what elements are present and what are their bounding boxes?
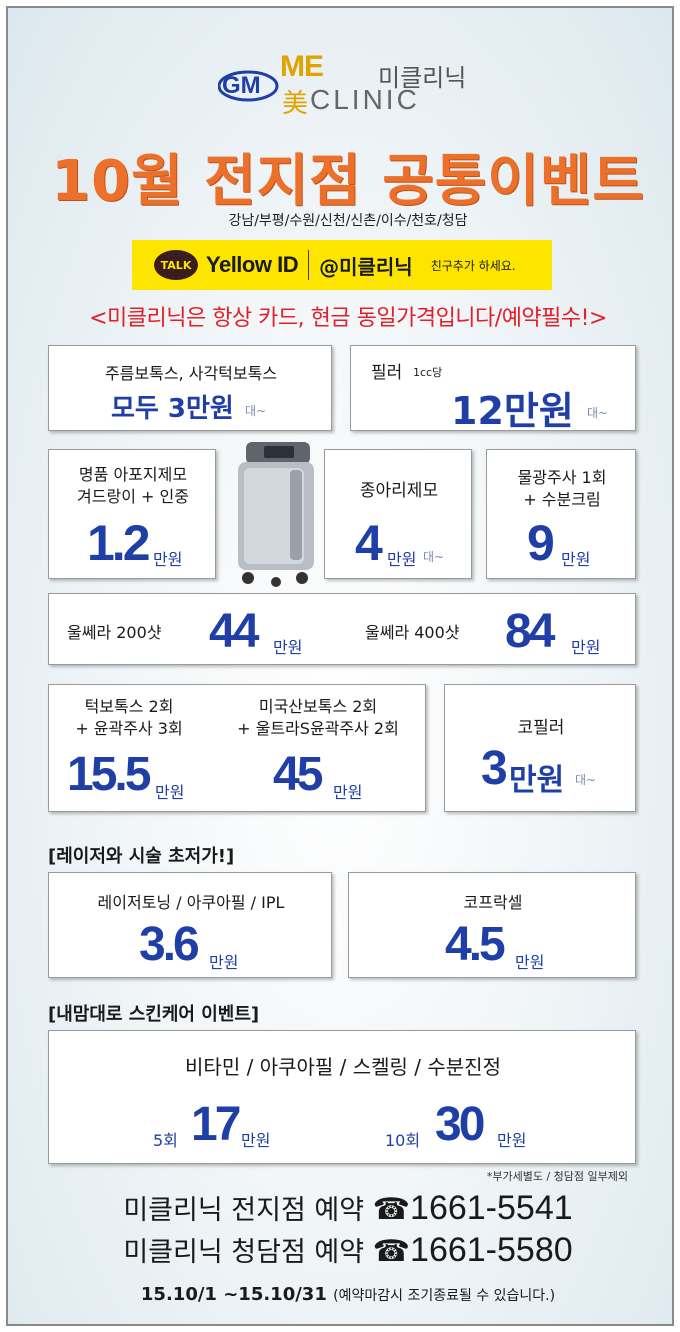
laser-toning-label: 레이저토닝 / 아쿠아필 / IPL: [97, 893, 285, 912]
nose-filler-card: 코필러 3 만원 대~: [444, 684, 636, 812]
ulthera-400-price: 84: [505, 605, 555, 658]
clinic-logo: GM ME 美 CLINIC 미클리닉: [218, 50, 478, 120]
contact-all-branches[interactable]: 미클리닉 전지점 예약 ☎1661-5541: [8, 1188, 672, 1228]
laser-section-heading: [레이저와 시술 초저가!]: [48, 846, 235, 867]
laser-toning-price: 3.6: [139, 918, 200, 971]
jongari-price: 4: [355, 515, 383, 571]
apoji-hair-removal-card: 명품 아포지제모 겨드랑이 + 인중 1.2 만원: [48, 449, 216, 579]
apoji-line-1: 명품 아포지제모: [78, 465, 188, 484]
tax-footnote: *부가세별도 / 청담점 일부제외: [486, 1170, 628, 1183]
jongari-label: 종아리제모: [359, 481, 439, 501]
skincare-10-unit: 만원: [497, 1131, 527, 1150]
contact-cheongdam-phone[interactable]: 1661-5580: [410, 1231, 573, 1269]
gm-logo-icon: GM: [218, 70, 279, 102]
phone-icon: ☎: [372, 1192, 411, 1227]
nose-filler-price-unit: 만원: [509, 763, 565, 798]
apoji-price-unit: 만원: [153, 550, 183, 569]
mulgwang-price: 9: [527, 515, 555, 571]
coprax-card: 코프락셀 4.5 만원: [348, 872, 636, 978]
nose-filler-price: 3: [481, 742, 508, 795]
botox-card: 주름보톡스, 사각턱보톡스 모두 3만원 대~: [48, 345, 332, 431]
nose-filler-price-suffix: 대~: [575, 773, 597, 787]
filler-card: 필러 1cc당 12만원 대~: [350, 345, 636, 433]
botox-price-suffix: 대~: [245, 404, 267, 418]
ulthera-200-unit: 만원: [273, 638, 303, 657]
phone-icon: ☎: [372, 1234, 411, 1269]
laser-toning-price-unit: 만원: [209, 953, 239, 972]
skincare-section-heading: [내맘대로 스킨케어 이벤트]: [48, 1004, 260, 1025]
laser-toning-card: 레이저토닝 / 아쿠아필 / IPL 3.6 만원: [48, 872, 332, 978]
kakao-handle: @미클리닉: [319, 254, 413, 279]
kakao-divider: [308, 250, 310, 280]
logo-korean-name: 미클리닉: [378, 64, 467, 92]
skincare-5-count: 5회: [153, 1131, 178, 1150]
contact-all-phone[interactable]: 1661-5541: [410, 1189, 573, 1227]
event-dates: 15.10/1 ~15.10/31: [140, 1284, 327, 1305]
event-period-note: (예약마감시 조기종료될 수 있습니다.): [333, 1288, 556, 1304]
logo-gm-text: GM: [222, 72, 261, 99]
apoji-price: 1.2: [87, 515, 150, 571]
kakao-yellow-id-banner[interactable]: TALK Yellow ID @미클리닉 친구추가 하세요.: [132, 240, 552, 290]
mulgwang-price-unit: 만원: [561, 550, 591, 569]
ulthera-200-label: 울쎄라 200샷: [67, 623, 162, 642]
coprax-price: 4.5: [445, 918, 506, 971]
combo-b-line-2: + 울트라S윤곽주사 2회: [237, 719, 399, 738]
kakao-talk-icon: TALK: [154, 250, 198, 280]
nose-filler-label: 코필러: [517, 718, 565, 738]
jongari-price-suffix: 대~: [423, 550, 445, 564]
skincare-5-price: 17: [191, 1098, 241, 1151]
calf-hair-removal-card: 종아리제모 4 만원 대~: [324, 449, 472, 579]
price-policy-notice: <미클리닉은 항상 카드, 현금 동일가격입니다/예약필수!>: [89, 306, 607, 331]
combo-b-price: 45: [273, 748, 323, 801]
poster-frame: GM ME 美 CLINIC 미클리닉 10월 전지점 공통이벤트 강남/부평/…: [6, 6, 674, 1326]
mulgwang-line-1: 물광주사 1회: [517, 468, 607, 487]
combo-a-price-unit: 만원: [155, 783, 185, 802]
mulgwang-card: 물광주사 1회 + 수분크림 9 만원: [486, 449, 636, 579]
combo-a-price: 15.5: [67, 748, 151, 801]
yellow-id-label: Yellow ID: [206, 252, 299, 277]
event-period: 15.10/1 ~15.10/31 (예약마감시 조기종료될 수 있습니다.): [8, 1284, 672, 1305]
coprax-price-unit: 만원: [515, 953, 545, 972]
combo-a-line-1: 턱보톡스 2회: [84, 697, 174, 716]
coprax-label: 코프락셀: [463, 893, 523, 912]
filler-price-suffix: 대~: [587, 406, 609, 420]
ulthera-400-unit: 만원: [571, 638, 601, 657]
skincare-5-unit: 만원: [241, 1131, 271, 1150]
filler-label: 필러: [371, 363, 403, 383]
contact-cheongdam[interactable]: 미클리닉 청담점 예약 ☎1661-5580: [8, 1230, 672, 1270]
botox-combo-card: 턱보톡스 2회 + 윤곽주사 3회 15.5 만원 미국산보톡스 2회 + 울트…: [48, 684, 426, 812]
skincare-10-count: 10회: [385, 1131, 421, 1150]
logo-me-text: ME: [280, 50, 324, 83]
event-title: 10월 전지점 공통이벤트: [51, 149, 645, 214]
filler-unit-note: 1cc당: [413, 366, 443, 379]
botox-description: 주름보톡스, 사각턱보톡스: [104, 364, 278, 383]
laser-machine-image: [238, 442, 314, 587]
botox-price: 모두 3만원: [111, 394, 234, 424]
combo-b-price-unit: 만원: [333, 783, 363, 802]
apoji-line-2: 겨드랑이 + 인중: [77, 487, 189, 506]
skincare-options: 비타민 / 아쿠아필 / 스켈링 / 수분진정: [185, 1055, 501, 1079]
skincare-card: 비타민 / 아쿠아필 / 스켈링 / 수분진정 5회 17 만원 10회 30 …: [48, 1030, 636, 1164]
mulgwang-line-2: + 수분크림: [523, 490, 601, 509]
skincare-10-price: 30: [435, 1098, 485, 1151]
branch-list: 강남/부평/수원/신천/신촌/이수/천호/청담: [228, 213, 468, 229]
kakao-add-friend-note: 친구추가 하세요.: [430, 258, 516, 273]
jongari-price-unit: 만원: [387, 550, 417, 569]
filler-price: 12만원: [451, 389, 574, 433]
logo-clinic-text: CLINIC: [310, 84, 420, 115]
contact-all-label: 미클리닉 전지점 예약: [123, 1195, 365, 1226]
ulthera-200-price: 44: [209, 605, 259, 658]
combo-b-line-1: 미국산보톡스 2회: [258, 697, 378, 716]
ulthera-card: 울쎄라 200샷 44 만원 울쎄라 400샷 84 만원: [48, 593, 636, 665]
contact-cheongdam-label: 미클리닉 청담점 예약: [123, 1237, 365, 1268]
logo-mi-glyph: 美: [282, 89, 309, 119]
combo-a-line-2: + 윤곽주사 3회: [75, 719, 183, 738]
ulthera-400-label: 울쎄라 400샷: [365, 623, 460, 642]
